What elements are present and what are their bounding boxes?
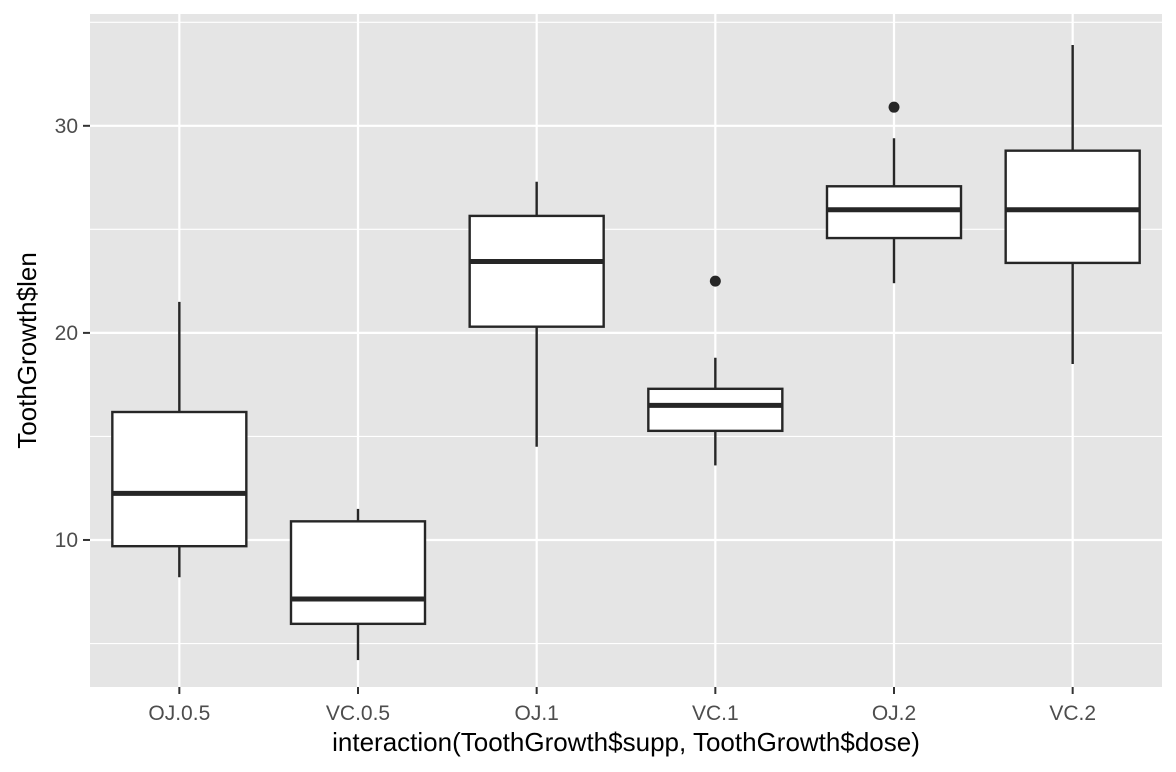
box-OJ.0.5 [111,301,248,578]
x-axis-title: interaction(ToothGrowth$supp, ToothGrowt… [332,727,920,757]
box-iqr [1004,149,1141,265]
axes: 10 20 30 OJ.0.5 VC.0.5 OJ.1 VC.1 OJ.2 VC.2 [55,115,1096,725]
box-series [111,45,1141,661]
box-iqr [647,387,784,433]
x-tick-label: OJ.1 [514,702,558,725]
x-tick-label: VC.2 [1049,702,1096,725]
x-tick-label: VC.1 [692,702,739,725]
y-tick-label: 20 [55,322,78,345]
box-OJ.1 [468,181,605,447]
box-iqr [289,520,427,626]
x-tick-label: VC.0.5 [326,702,390,725]
box-VC.1 [647,275,784,466]
box-VC.2 [1004,45,1141,364]
box-OJ.2 [825,101,963,284]
plot-panel [90,14,1162,687]
box-VC.0.5 [289,508,427,661]
outlier-point [888,101,900,113]
y-tick-label: 30 [55,115,78,138]
box-iqr [111,410,248,548]
x-tick-label: OJ.2 [872,702,916,725]
outlier-point [709,275,721,287]
x-tick-label: OJ.0.5 [148,702,210,725]
box-iqr [468,214,605,328]
y-axis-title: ToothGrowth$len [12,252,42,449]
y-tick-label: 10 [55,529,78,552]
